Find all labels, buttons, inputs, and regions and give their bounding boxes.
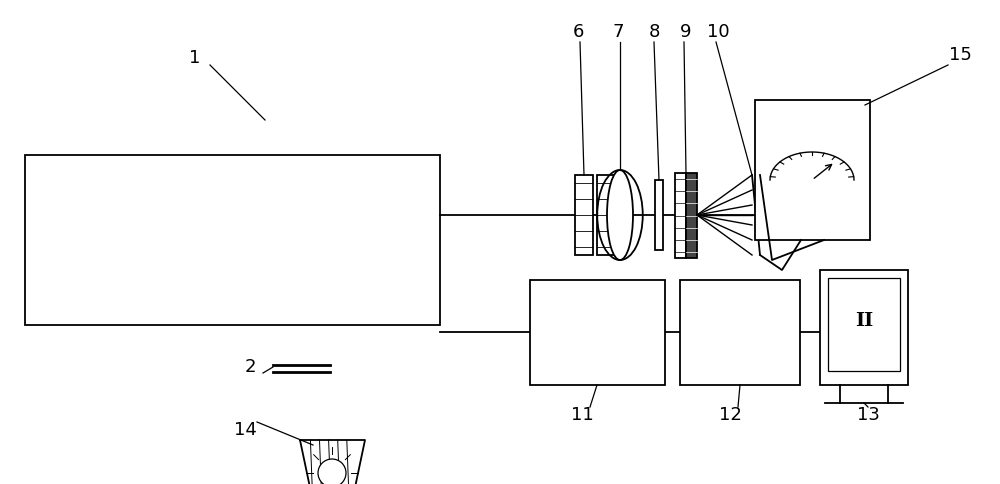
Text: 2: 2 — [244, 358, 256, 376]
Bar — [828, 278, 900, 371]
Bar — [597, 175, 615, 255]
Bar — [530, 280, 665, 385]
Bar — [575, 175, 593, 255]
Bar — [680, 280, 800, 385]
Text: 6: 6 — [572, 23, 584, 41]
Bar — [820, 270, 908, 385]
Text: 13: 13 — [857, 406, 879, 424]
Circle shape — [318, 459, 346, 484]
Bar — [25, 155, 440, 325]
Ellipse shape — [607, 170, 633, 260]
Text: 11: 11 — [571, 406, 593, 424]
Text: 14: 14 — [234, 421, 256, 439]
Text: 8: 8 — [648, 23, 660, 41]
Bar — [655, 180, 663, 250]
Text: 1: 1 — [189, 49, 201, 67]
Text: 12: 12 — [719, 406, 741, 424]
Text: 10: 10 — [707, 23, 729, 41]
Text: 9: 9 — [680, 23, 692, 41]
Text: 7: 7 — [612, 23, 624, 41]
Bar — [755, 100, 870, 240]
Bar — [675, 173, 686, 258]
Text: II: II — [855, 313, 873, 331]
Bar — [686, 173, 697, 258]
Text: 15: 15 — [949, 46, 971, 64]
